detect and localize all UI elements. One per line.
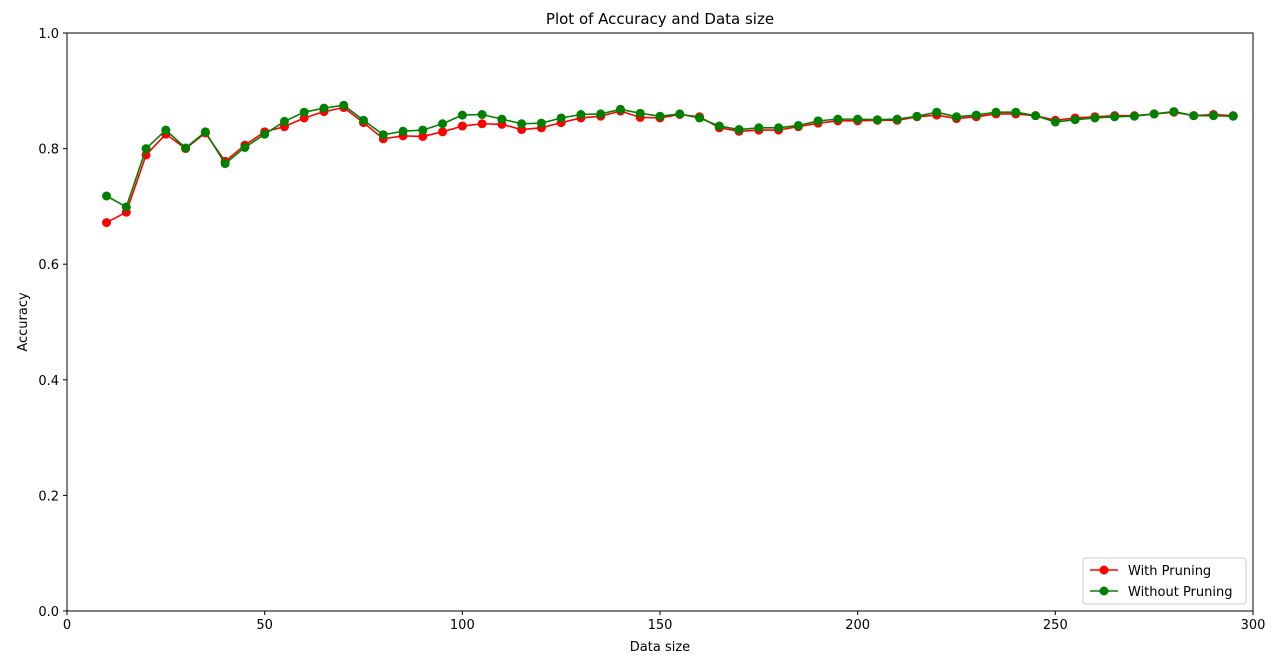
x-tick-label: 0 [63,618,71,633]
series-line [106,106,1234,224]
data-point [655,111,665,121]
data-point [912,111,922,121]
x-tick-label: 200 [845,618,870,633]
data-point [220,159,230,169]
data-point [339,100,349,110]
y-tick-label: 0.6 [38,258,59,273]
y-axis-title: Accuracy [16,292,31,352]
legend-box [1082,557,1247,605]
y-tick-label: 1.0 [38,27,59,42]
data-point [319,103,329,113]
data-point [1149,109,1159,119]
data-point [1031,111,1041,121]
y-tick-label: 0.8 [38,143,59,158]
data-point [872,115,882,125]
data-point [181,143,191,153]
data-point [576,110,586,119]
data-point [240,142,250,152]
x-axis-title: Data size [630,640,690,655]
data-point [754,123,764,133]
data-point [438,119,448,129]
data-point [596,109,606,119]
y-tick-label: 0.2 [38,489,59,504]
data-point [675,109,685,119]
series-1 [102,100,1238,212]
data-point [1189,111,1199,121]
x-tick-label: 50 [256,618,273,633]
data-point [398,126,408,136]
data-point [497,114,507,124]
data-point [813,116,823,126]
data-point [359,115,368,125]
data-point [1070,115,1080,125]
data-point [833,114,843,124]
data-point [457,121,467,131]
axes: 0 50 100 150 200 250 300 0.0 0.2 0.4 0.6 0.8 1.0 [38,27,1265,633]
y-tick-label: 0.4 [38,374,59,389]
series-line [106,104,1234,209]
data-point [299,107,309,117]
data-point [517,119,527,129]
data-point [418,125,428,135]
data-point [200,127,210,137]
data-point [102,191,112,201]
legend-label: Without Pruning [1128,585,1232,600]
data-point [438,127,448,137]
data-point [1090,113,1100,123]
data-point [774,123,784,133]
data-point [378,130,388,140]
plot-series [102,100,1238,228]
data-point [161,125,171,135]
data-point [932,107,942,117]
data-point [853,114,863,124]
data-point [1110,112,1120,122]
data-point [556,113,566,123]
legend-item: With Pruning [1090,564,1211,579]
data-point [1011,107,1021,117]
data-point [991,107,1001,117]
data-point [536,118,546,128]
data-point [477,119,487,129]
legend-item: Without Pruning [1090,585,1232,600]
data-point [102,218,112,228]
x-tick-label: 100 [450,618,475,633]
data-point [418,131,428,141]
data-point [121,202,131,212]
data-point [714,121,724,131]
data-point [260,129,270,139]
data-point [1208,111,1218,121]
data-point [793,120,803,130]
data-point [734,125,744,135]
legend-marker [1099,565,1109,575]
data-point [279,116,289,126]
x-tick-label: 300 [1241,618,1266,633]
data-point [1228,111,1238,121]
data-point [1129,111,1139,121]
data-point [695,113,705,123]
x-tick-label: 250 [1043,618,1068,633]
data-point [457,110,467,120]
data-point [477,110,487,119]
data-point [971,110,981,120]
x-tick-label: 150 [648,618,673,633]
y-tick-label: 0.0 [38,605,59,620]
legend-marker [1099,586,1109,596]
data-point [1169,107,1179,117]
legend: With Pruning Without Pruning [1082,557,1247,605]
data-point [1050,117,1060,127]
data-point [141,144,151,154]
legend-label: With Pruning [1128,564,1211,579]
data-point [952,112,961,122]
chart-title: Plot of Accuracy and Data size [546,10,774,28]
data-point [892,114,902,124]
data-point [615,104,625,114]
data-point [635,108,645,118]
